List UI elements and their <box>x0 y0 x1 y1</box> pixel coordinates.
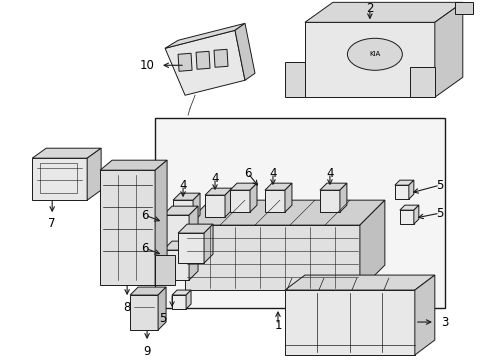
Polygon shape <box>305 2 462 22</box>
Polygon shape <box>100 170 155 285</box>
Bar <box>454 2 472 14</box>
Text: 5: 5 <box>159 311 166 324</box>
Polygon shape <box>163 241 198 250</box>
Text: 2: 2 <box>366 2 373 15</box>
Polygon shape <box>184 200 384 225</box>
Polygon shape <box>193 193 200 222</box>
Polygon shape <box>285 62 305 97</box>
Polygon shape <box>399 210 413 224</box>
Text: 6: 6 <box>244 167 251 180</box>
Polygon shape <box>130 287 166 295</box>
Polygon shape <box>163 250 189 280</box>
Polygon shape <box>165 30 244 95</box>
Text: 1: 1 <box>274 319 281 332</box>
Polygon shape <box>204 188 231 195</box>
Polygon shape <box>235 23 254 80</box>
Polygon shape <box>189 241 198 280</box>
Polygon shape <box>413 205 418 224</box>
Polygon shape <box>319 183 346 190</box>
Text: 6: 6 <box>141 242 148 255</box>
Polygon shape <box>189 206 198 245</box>
Text: 5: 5 <box>435 207 443 220</box>
Polygon shape <box>100 160 167 170</box>
Polygon shape <box>184 225 359 290</box>
Text: 7: 7 <box>48 217 56 230</box>
Polygon shape <box>173 193 200 200</box>
Polygon shape <box>172 295 185 309</box>
Polygon shape <box>264 190 285 212</box>
Polygon shape <box>32 158 87 200</box>
Polygon shape <box>204 195 224 217</box>
Text: 8: 8 <box>123 301 130 314</box>
Polygon shape <box>155 255 175 285</box>
Polygon shape <box>305 22 434 97</box>
Polygon shape <box>178 53 192 71</box>
Polygon shape <box>165 23 244 48</box>
Polygon shape <box>178 224 213 233</box>
Polygon shape <box>359 200 384 290</box>
Text: 4: 4 <box>179 179 186 192</box>
Polygon shape <box>319 190 339 212</box>
Polygon shape <box>158 287 166 330</box>
Polygon shape <box>163 215 189 245</box>
Polygon shape <box>285 290 414 355</box>
Polygon shape <box>32 148 101 158</box>
Polygon shape <box>394 180 413 185</box>
Polygon shape <box>87 148 101 200</box>
Polygon shape <box>155 160 167 285</box>
Text: KIA: KIA <box>368 51 380 57</box>
Polygon shape <box>339 183 346 212</box>
Polygon shape <box>224 188 231 217</box>
Text: 9: 9 <box>143 345 150 357</box>
Polygon shape <box>434 2 462 97</box>
Polygon shape <box>203 224 213 263</box>
Bar <box>155 118 444 308</box>
Polygon shape <box>229 183 257 190</box>
Polygon shape <box>185 290 191 309</box>
Polygon shape <box>163 206 198 215</box>
Polygon shape <box>414 275 434 355</box>
Ellipse shape <box>346 38 402 70</box>
Polygon shape <box>264 183 291 190</box>
Polygon shape <box>249 183 257 212</box>
Text: 4: 4 <box>211 172 218 185</box>
Text: 4: 4 <box>325 167 333 180</box>
Bar <box>40 163 77 193</box>
Polygon shape <box>285 183 291 212</box>
Polygon shape <box>229 190 249 212</box>
Polygon shape <box>399 205 418 210</box>
Text: 4: 4 <box>269 167 276 180</box>
Polygon shape <box>409 67 434 97</box>
Polygon shape <box>172 290 191 295</box>
Polygon shape <box>394 185 408 199</box>
Polygon shape <box>178 233 203 263</box>
Text: 6: 6 <box>141 209 148 222</box>
Polygon shape <box>214 49 227 67</box>
Polygon shape <box>408 180 413 199</box>
Polygon shape <box>285 275 434 290</box>
Polygon shape <box>196 51 210 69</box>
Text: 3: 3 <box>440 315 447 329</box>
Text: 10: 10 <box>140 59 154 72</box>
Text: 5: 5 <box>435 179 443 192</box>
Polygon shape <box>173 200 193 222</box>
Polygon shape <box>130 295 158 330</box>
